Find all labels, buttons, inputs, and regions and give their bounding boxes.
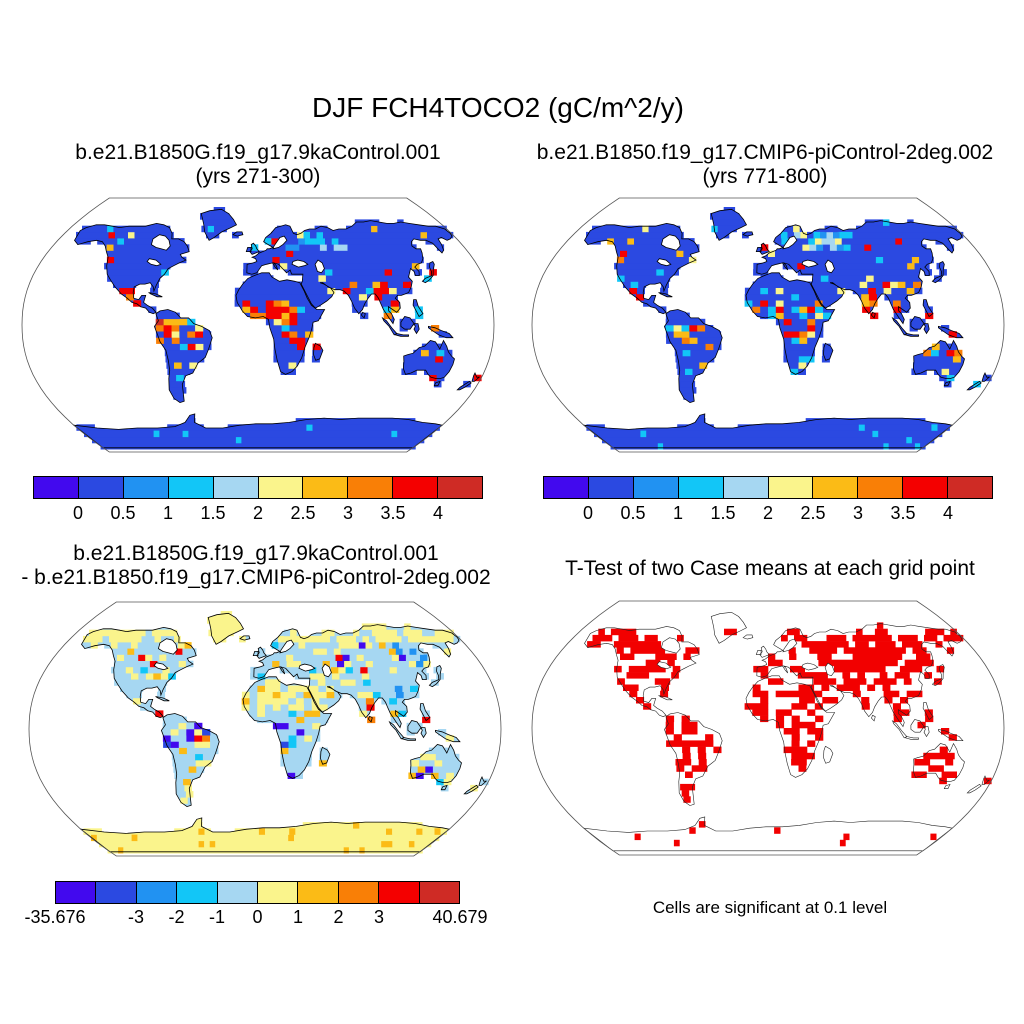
colorbar-tick-label: -3 bbox=[127, 907, 145, 927]
panel-title-top-right: b.e21.B1850.f19_g17.CMIP6-piControl-2deg… bbox=[515, 141, 1015, 189]
colorbar-segment bbox=[257, 477, 303, 498]
colorbar-segment bbox=[418, 882, 460, 903]
colorbar-segment bbox=[167, 477, 213, 498]
colorbar-tick-label: 3 bbox=[342, 503, 354, 523]
colorbar-tick-label: 2.5 bbox=[290, 503, 316, 523]
colorbar-tick-label: 1 bbox=[292, 907, 304, 927]
colorbar-tick-label: -2 bbox=[168, 907, 185, 927]
colorbar-tick-label: -1 bbox=[208, 907, 226, 927]
colorbar-segment bbox=[122, 477, 168, 498]
colorbar-tick-label: 0 bbox=[252, 907, 263, 927]
colorbar-segment bbox=[212, 477, 258, 498]
colorbar-tick-label: 0.5 bbox=[620, 503, 646, 523]
colorbar-segment bbox=[812, 477, 858, 498]
colorbar-segment bbox=[902, 477, 948, 498]
colorbar-segment bbox=[135, 882, 177, 903]
colorbar-segment bbox=[378, 882, 419, 903]
panel-title-bottom-left: b.e21.B1850G.f19_g17.9kaControl.001 - b.… bbox=[0, 542, 512, 590]
colorbar-segment bbox=[947, 477, 993, 498]
colorbar-tick-label: -35.676 bbox=[24, 907, 86, 927]
diff-case-name-line2: - b.e21.B1850.f19_g17.CMIP6-piControl-2d… bbox=[21, 566, 491, 589]
colorbar-segment bbox=[857, 477, 903, 498]
colorbar-segment bbox=[677, 477, 723, 498]
colorbar-segment bbox=[347, 477, 393, 498]
colorbar-segment bbox=[77, 477, 123, 498]
colorbar-tick-label: 4 bbox=[942, 503, 954, 523]
years-top-right: (yrs 771-800) bbox=[702, 165, 828, 188]
colorbar-tick-label: 3 bbox=[852, 503, 864, 523]
panel-title-top-left: b.e21.B1850G.f19_g17.9kaControl.001 (yrs… bbox=[8, 141, 508, 189]
colorbar-segment bbox=[257, 882, 298, 903]
colorbar-ticks-top-right: 0 0.5 1 1.5 2 2.5 3 3.5 4 bbox=[543, 503, 993, 525]
map-bottom-left-difference bbox=[28, 601, 502, 857]
colorbar-segment bbox=[722, 477, 768, 498]
colorbar-tick-label: 3 bbox=[373, 907, 385, 927]
colorbar-tick-label: 2 bbox=[333, 907, 344, 927]
colorbar-bottom-left bbox=[55, 881, 460, 904]
colorbar-segment bbox=[95, 882, 136, 903]
colorbar-segment bbox=[297, 882, 338, 903]
colorbar-tick-label: 3.5 bbox=[380, 503, 406, 523]
colorbar-tick-label: 2.5 bbox=[800, 503, 826, 523]
colorbar-top-left bbox=[33, 476, 483, 499]
colorbar-segment bbox=[56, 882, 96, 903]
case-name-top-right: b.e21.B1850.f19_g17.CMIP6-piControl-2deg… bbox=[536, 141, 994, 164]
colorbar-segment bbox=[337, 882, 379, 903]
colorbar-tick-label: 4 bbox=[432, 503, 444, 523]
colorbar-top-right bbox=[543, 476, 993, 499]
diff-case-name-line1: b.e21.B1850G.f19_g17.9kaControl.001 bbox=[73, 542, 439, 565]
colorbar-ticks-bottom-left: -35.676 -3 -2 -1 0 1 2 3 40.679 bbox=[24, 907, 487, 929]
colorbar-tick-label: 0 bbox=[582, 503, 594, 523]
colorbar-segment bbox=[392, 477, 438, 498]
colorbar-segment bbox=[34, 477, 78, 498]
colorbar-segment bbox=[302, 477, 348, 498]
map-top-right bbox=[531, 197, 1005, 453]
map-bottom-right-ttest bbox=[531, 600, 1005, 856]
figure-title: DJF FCH4TOCO2 (gC/m^2/y) bbox=[312, 92, 684, 123]
colorbar-segment bbox=[767, 477, 813, 498]
colorbar-segment bbox=[437, 477, 483, 498]
colorbar-tick-label: 0.5 bbox=[110, 503, 136, 523]
colorbar-tick-label: 0 bbox=[72, 503, 84, 523]
colorbar-segment bbox=[216, 882, 258, 903]
colorbar-tick-label: 3.5 bbox=[890, 503, 916, 523]
colorbar-tick-label: 1 bbox=[162, 503, 174, 523]
colorbar-segment bbox=[632, 477, 678, 498]
colorbar-tick-label: 2 bbox=[252, 503, 264, 523]
years-top-left: (yrs 271-300) bbox=[195, 165, 321, 188]
colorbar-tick-label: 1.5 bbox=[710, 503, 736, 523]
colorbar-segment bbox=[544, 477, 588, 498]
colorbar-ticks-top-left: 0 0.5 1 1.5 2 2.5 3 3.5 4 bbox=[33, 503, 483, 525]
colorbar-tick-label: 2 bbox=[762, 503, 774, 523]
colorbar-tick-label: 1 bbox=[672, 503, 684, 523]
significance-caption: Cells are significant at 0.1 level bbox=[652, 898, 888, 917]
map-top-left bbox=[21, 197, 495, 453]
colorbar-tick-label: 40.679 bbox=[432, 907, 488, 927]
colorbar-segment bbox=[587, 477, 633, 498]
colorbar-segment bbox=[176, 882, 217, 903]
panel-title-bottom-right: T-Test of two Case means at each grid po… bbox=[565, 557, 975, 580]
colorbar-tick-label: 1.5 bbox=[200, 503, 226, 523]
case-name-top-left: b.e21.B1850G.f19_g17.9kaControl.001 bbox=[75, 141, 441, 164]
